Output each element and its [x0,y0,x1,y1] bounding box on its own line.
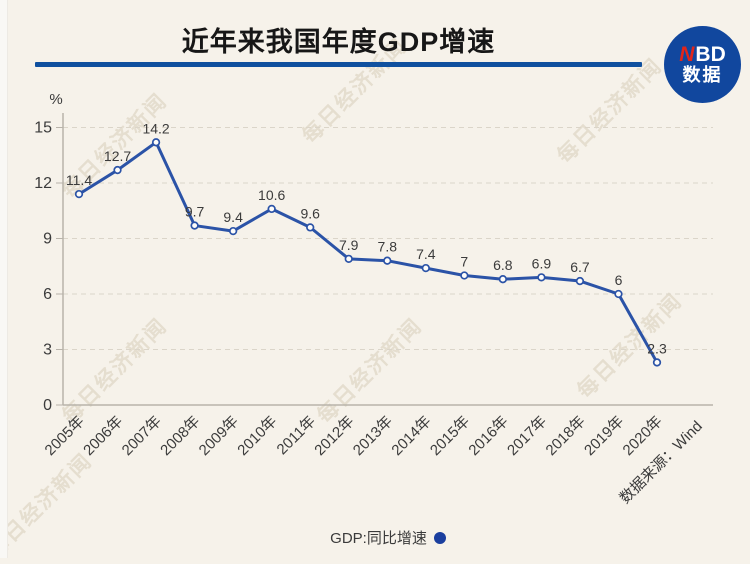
source-note: 数据来源：Wind [617,418,706,507]
nbd-logo-sub: 数据 [682,65,723,86]
data-point-label: 14.2 [142,120,169,136]
legend-dot-icon [433,531,446,544]
gdp-line [77,140,659,364]
data-point-marker [151,138,161,147]
data-point-label: 6.7 [570,259,590,275]
data-point-marker [652,358,662,367]
data-point-marker [575,276,585,286]
data-point-marker [421,263,430,273]
x-tick-label: 2011年 [274,413,319,458]
data-point-marker [228,226,238,236]
nbd-logo: NBD 数据 [664,26,741,103]
data-point-label: 6.9 [532,255,552,271]
y-tick-label: 12 [34,175,52,192]
data-point-marker [383,256,392,265]
data-point-label: 9.7 [185,204,205,220]
data-point-marker [498,275,508,284]
data-point-label: 7 [460,254,468,270]
x-tick-label: 2012年 [311,413,357,459]
x-tick-label: 2013年 [350,413,396,459]
data-point-marker [267,204,276,214]
y-tick-label: 9 [43,231,52,248]
data-point-label: 9.4 [223,209,243,225]
y-tick-label: 0 [43,397,52,414]
data-point-marker [614,289,623,299]
data-point-marker [306,223,315,232]
data-point-label: 9.6 [300,205,320,221]
x-tick-label: 2008年 [157,413,203,459]
data-point-label: 6.8 [493,257,513,273]
x-tick-label: 2005年 [42,413,88,459]
data-point-label: 7.9 [339,237,359,253]
data-point-label: 12.7 [104,148,131,164]
x-tick-label: 2015年 [427,413,473,459]
y-tick-label: 6 [43,286,52,303]
data-point-marker [74,189,84,199]
left-edge-strip [0,0,8,558]
chart-legend: GDP:同比增速 [63,527,713,548]
data-point-marker [113,165,122,175]
data-point-label: 10.6 [258,187,285,203]
data-point-marker [537,273,546,282]
x-tick-label: 2010年 [234,413,280,459]
x-tick-label: 2017年 [504,413,550,459]
nbd-logo-bd: BD [695,43,726,67]
data-point-marker [344,254,353,264]
unit-label: % [49,91,62,108]
nbd-logo-n: N [679,43,695,67]
page-title: 近年来我国年度GDP增速 [181,27,496,57]
data-point-label: 7.8 [378,239,398,255]
x-tick-label: 2006年 [80,413,126,459]
x-tick-label: 2009年 [196,413,242,459]
nbd-logo-text: NBD [679,44,726,66]
x-tick-label: 2007年 [119,413,165,459]
y-tick-label: 3 [43,342,52,359]
x-tick-label: 2014年 [388,413,434,459]
data-point-marker [190,221,199,230]
title-divider [35,62,642,67]
data-point-label: 6 [615,272,623,288]
x-tick-label: 2018年 [543,413,589,459]
x-tick-label: 2019年 [581,413,627,459]
legend-label: GDP:同比增速 [330,530,427,547]
x-tick-label: 2016年 [465,413,511,459]
data-point-label: 7.4 [416,246,436,262]
data-point-marker [460,271,469,280]
y-tick-label: 15 [34,120,52,137]
data-point-label: 2.3 [647,340,667,356]
data-point-label: 11.4 [66,172,92,188]
